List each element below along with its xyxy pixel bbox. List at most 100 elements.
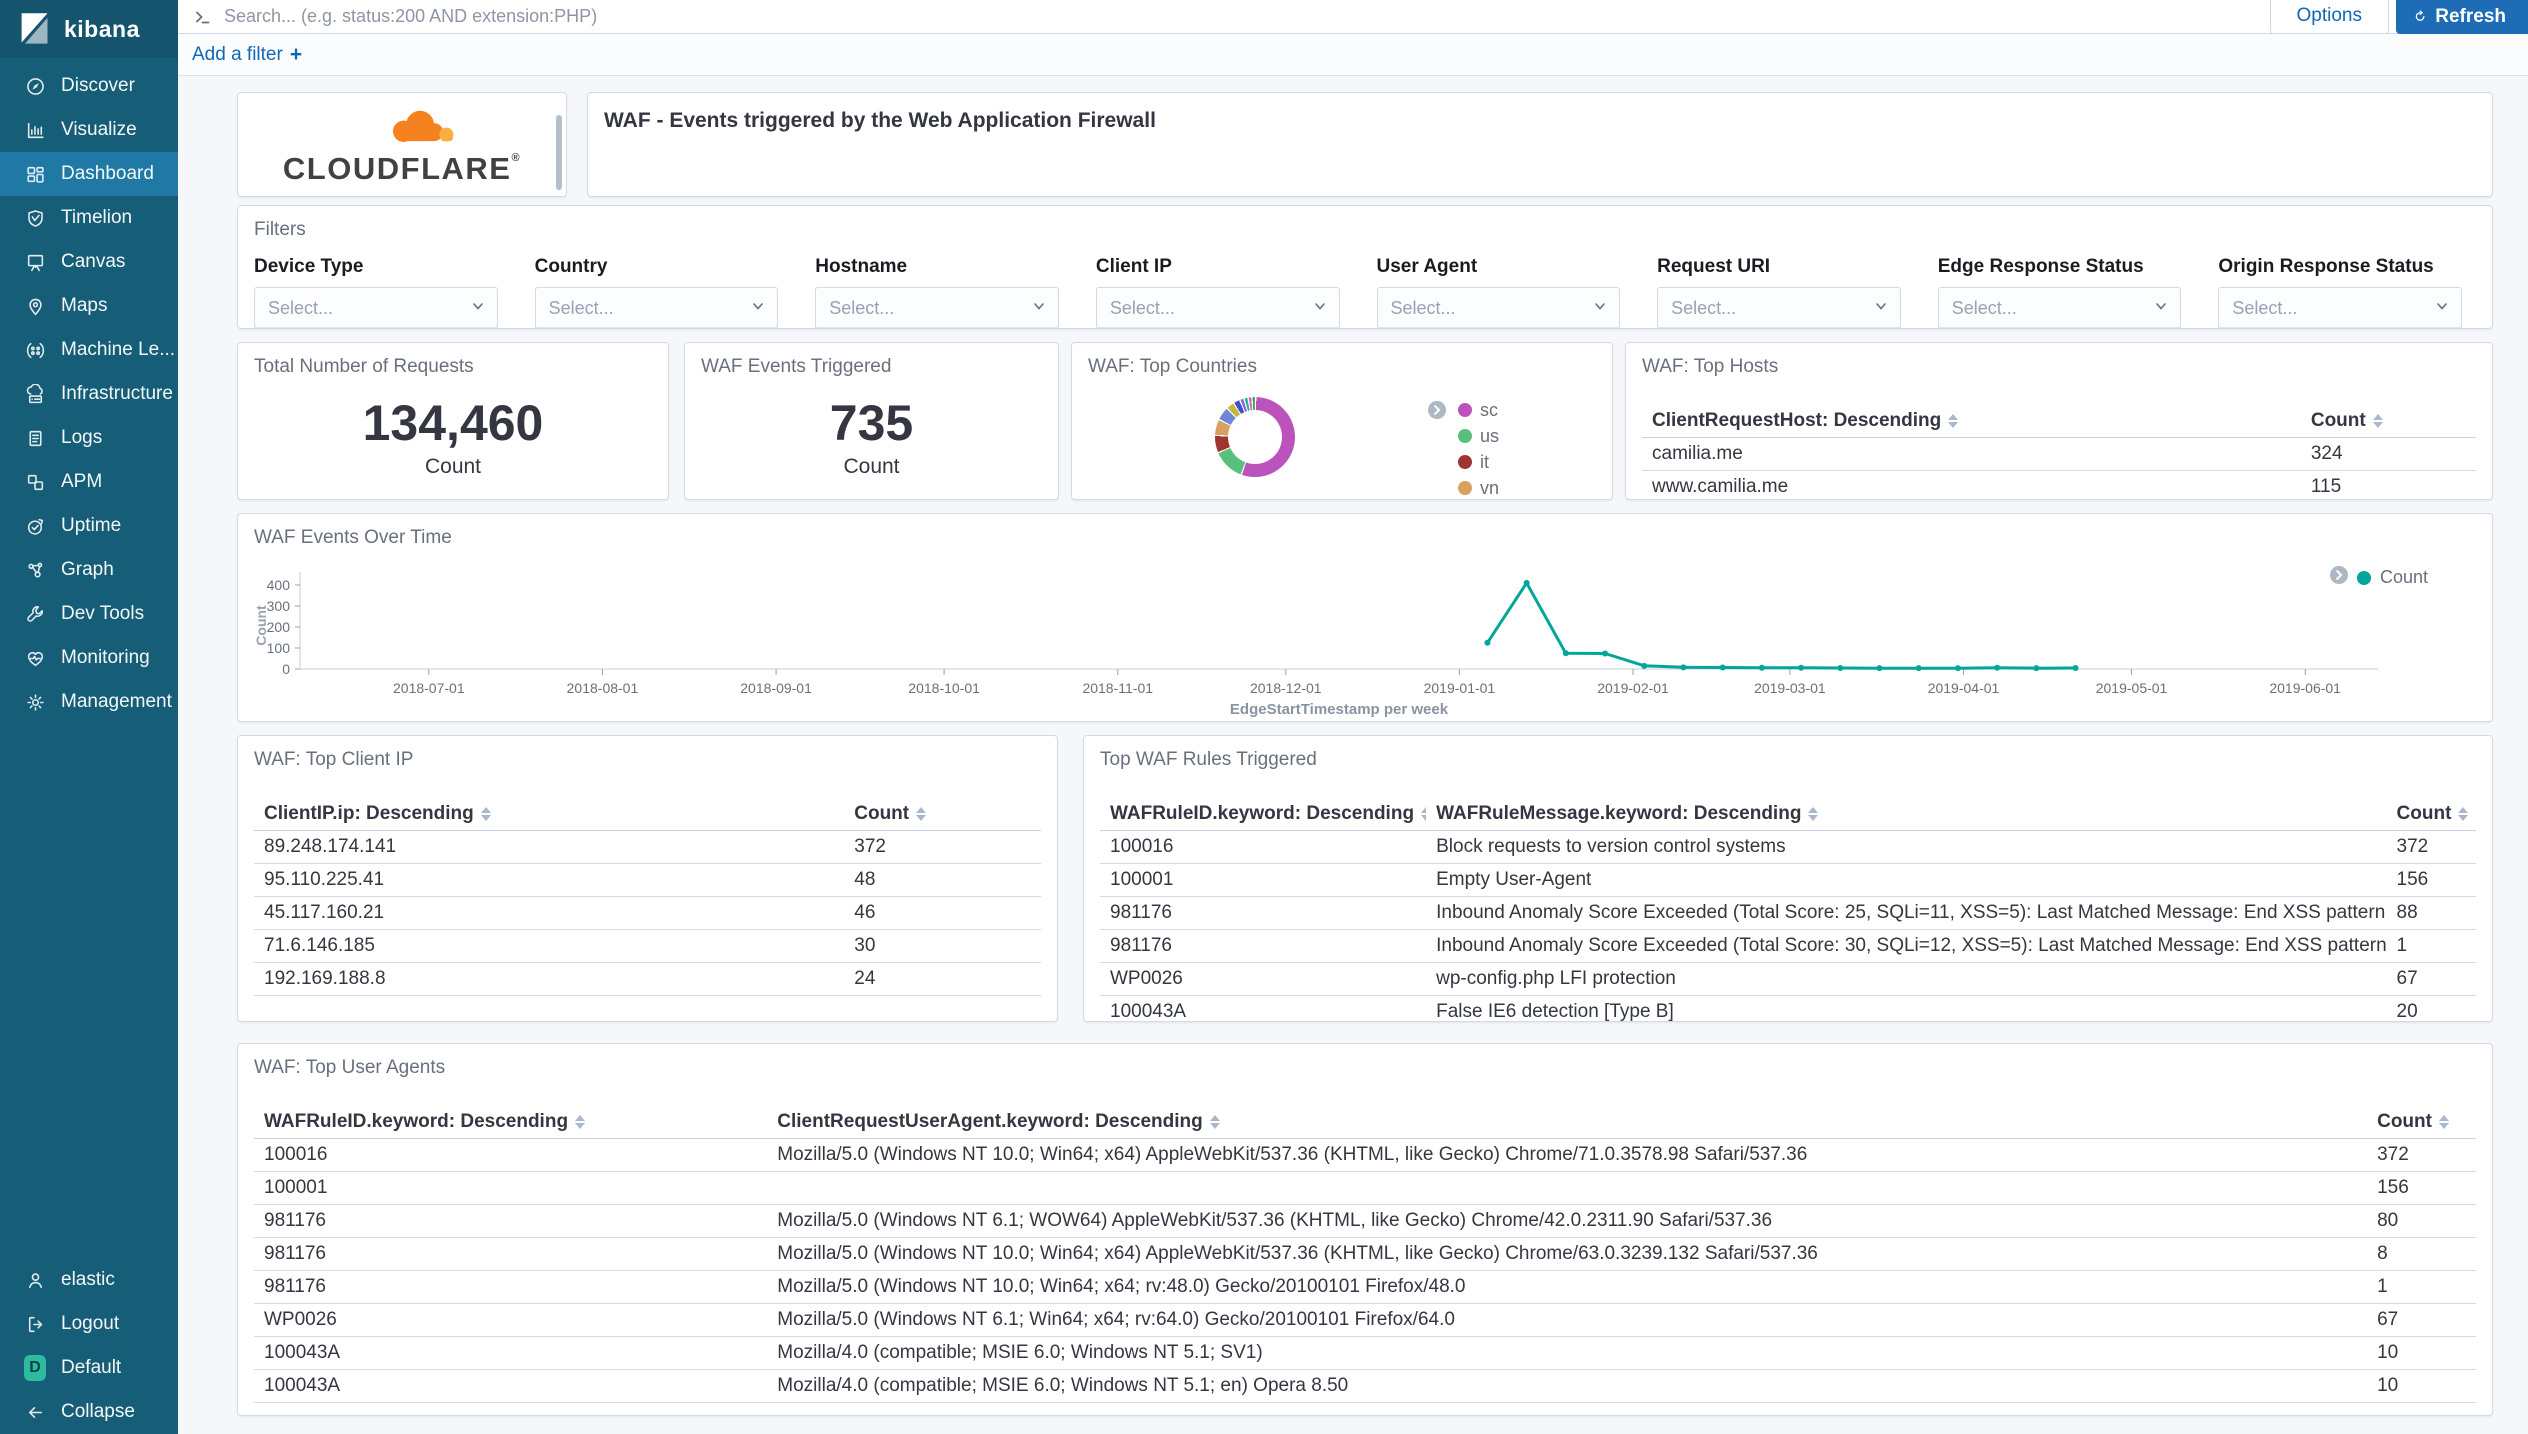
column-header[interactable]: Count	[844, 803, 1041, 825]
table-cell: wp-config.php LFI protection	[1426, 968, 2386, 990]
column-header[interactable]: Count	[2301, 410, 2476, 432]
sidebar-item-apm[interactable]: APM	[0, 460, 178, 504]
scrollbar-thumb[interactable]	[556, 115, 562, 190]
sidebar-item-timelion[interactable]: Timelion	[0, 196, 178, 240]
metric-body: 134,460 Count	[254, 395, 652, 479]
panel-waf-events-triggered: WAF Events Triggered 735 Count	[684, 342, 1059, 500]
panel-title: WAF: Top User Agents	[254, 1056, 2476, 1080]
table-header-row: WAFRuleID.keyword: DescendingClientReque…	[254, 1106, 2476, 1139]
sidebar-item-label: Discover	[61, 75, 135, 97]
sidebar-item-label: APM	[61, 471, 102, 493]
column-header[interactable]: Count	[2387, 803, 2476, 825]
filter-select-client-ip[interactable]: Select...	[1096, 287, 1340, 329]
legend-item-us[interactable]: us	[1458, 423, 1499, 449]
panel-title: WAF: Top Hosts	[1642, 355, 2476, 379]
legend-item-sc[interactable]: sc	[1458, 397, 1499, 423]
sidebar-item-default[interactable]: DDefault	[0, 1346, 178, 1390]
legend-expand-icon[interactable]	[2330, 566, 2348, 589]
sidebar-item-infrastructure[interactable]: Infrastructure	[0, 372, 178, 416]
filter-select-hostname[interactable]: Select...	[815, 287, 1059, 329]
select-placeholder: Select...	[1952, 298, 2017, 319]
metric-label: Count	[425, 455, 481, 479]
add-filter-button[interactable]: Add a filter +	[192, 43, 302, 67]
sidebar-item-discover[interactable]: Discover	[0, 64, 178, 108]
column-header[interactable]: WAFRuleID.keyword: Descending	[254, 1111, 767, 1133]
sort-caret-icon	[2458, 807, 2468, 821]
page-title: WAF - Events triggered by the Web Applic…	[604, 105, 2476, 133]
filter-select-origin-response-status[interactable]: Select...	[2218, 287, 2462, 329]
column-header[interactable]: ClientRequestHost: Descending	[1642, 410, 2301, 432]
legend-item-vn[interactable]: vn	[1458, 475, 1499, 500]
panel-events-over-time: WAF Events Over Time 0100200300400Count2…	[237, 513, 2493, 722]
column-header[interactable]: WAFRuleMessage.keyword: Descending	[1426, 803, 2386, 825]
sidebar-item-label: Graph	[61, 559, 114, 581]
sidebar-item-label: Maps	[61, 295, 107, 317]
column-header[interactable]: ClientIP.ip: Descending	[254, 803, 844, 825]
options-button[interactable]: Options	[2270, 0, 2389, 34]
sidebar-item-elastic[interactable]: elastic	[0, 1258, 178, 1302]
top-client-ip-table: ClientIP.ip: DescendingCount89.248.174.1…	[254, 798, 1041, 996]
filter-select-device-type[interactable]: Select...	[254, 287, 498, 329]
search-input[interactable]	[224, 0, 2270, 33]
sidebar-item-maps[interactable]: Maps	[0, 284, 178, 328]
panel-top-client-ip: WAF: Top Client IP ClientIP.ip: Descendi…	[237, 735, 1058, 1022]
sidebar-item-uptime[interactable]: Uptime	[0, 504, 178, 548]
sidebar-item-label: Dashboard	[61, 163, 154, 185]
table-row: 100043AMozilla/4.0 (compatible; MSIE 6.0…	[254, 1370, 2476, 1403]
sidebar-item-visualize[interactable]: Visualize	[0, 108, 178, 152]
sidebar-item-canvas[interactable]: Canvas	[0, 240, 178, 284]
sidebar-item-management[interactable]: Management	[0, 680, 178, 724]
sidebar-item-monitoring[interactable]: Monitoring	[0, 636, 178, 680]
svg-text:2019-04-01: 2019-04-01	[1928, 680, 2000, 696]
filter-label: Request URI	[1657, 256, 1901, 278]
table-cell: 156	[2387, 869, 2476, 891]
filter-select-user-agent[interactable]: Select...	[1377, 287, 1621, 329]
kibana-logo[interactable]: kibana	[0, 0, 178, 58]
sidebar-item-dev-tools[interactable]: Dev Tools	[0, 592, 178, 636]
table-cell: 100043A	[254, 1375, 767, 1397]
sidebar-item-label: Machine Le...	[61, 339, 175, 361]
legend-expand-icon[interactable]	[1428, 401, 1446, 419]
legend-label: vn	[1480, 478, 1499, 499]
panel-title: WAF Events Triggered	[701, 355, 1042, 379]
filter-select-country[interactable]: Select...	[535, 287, 779, 329]
filter-select-request-uri[interactable]: Select...	[1657, 287, 1901, 329]
sidebar-item-machine-le[interactable]: Machine Le...	[0, 328, 178, 372]
table-row: WP0026wp-config.php LFI protection67	[1100, 963, 2476, 996]
refresh-button[interactable]: Refresh	[2396, 0, 2528, 34]
select-placeholder: Select...	[2232, 298, 2297, 319]
sidebar-item-label: Timelion	[61, 207, 132, 229]
sidebar-item-collapse[interactable]: Collapse	[0, 1390, 178, 1434]
events-line-chart[interactable]: 0100200300400Count2018-07-012018-08-0120…	[254, 552, 2478, 717]
kibana-logo-icon	[16, 11, 52, 47]
top-countries-donut-chart[interactable]	[1215, 397, 1295, 477]
chevron-down-icon	[1593, 299, 1607, 318]
ml-icon	[24, 339, 46, 361]
sidebar-item-logs[interactable]: Logs	[0, 416, 178, 460]
sidebar-item-graph[interactable]: Graph	[0, 548, 178, 592]
column-header[interactable]: Count	[2367, 1111, 2476, 1133]
sidebar-item-dashboard[interactable]: Dashboard	[0, 152, 178, 196]
filter-select-edge-response-status[interactable]: Select...	[1938, 287, 2182, 329]
sidebar-item-label: Management	[61, 691, 172, 713]
metric-label: Count	[843, 455, 899, 479]
table-cell: 100016	[1100, 836, 1426, 858]
svg-text:2018-09-01: 2018-09-01	[740, 680, 812, 696]
filter-field-user-agent: User AgentSelect...	[1377, 256, 1621, 329]
table-cell: 67	[2367, 1309, 2476, 1331]
table-cell: 372	[2387, 836, 2476, 858]
column-header[interactable]: ClientRequestUserAgent.keyword: Descendi…	[767, 1111, 2367, 1133]
legend-item-it[interactable]: it	[1458, 449, 1499, 475]
column-header-label: ClientIP.ip: Descending	[264, 803, 474, 825]
sort-caret-icon	[2373, 414, 2383, 428]
column-header[interactable]: WAFRuleID.keyword: Descending	[1100, 803, 1426, 825]
svg-text:2018-07-01: 2018-07-01	[393, 680, 465, 696]
svg-text:2019-01-01: 2019-01-01	[1424, 680, 1496, 696]
sidebar-item-logout[interactable]: Logout	[0, 1302, 178, 1346]
table-row: WP0026Mozilla/5.0 (Windows NT 6.1; Win64…	[254, 1304, 2476, 1337]
table-cell: www.camilia.me	[1642, 476, 2301, 498]
cloudflare-cloud-icon	[350, 105, 500, 151]
table-header-row: WAFRuleID.keyword: DescendingWAFRuleMess…	[1100, 798, 2476, 831]
events-legend[interactable]: Count	[2330, 566, 2428, 589]
table-header-row: ClientRequestHost: DescendingCount	[1642, 405, 2476, 438]
